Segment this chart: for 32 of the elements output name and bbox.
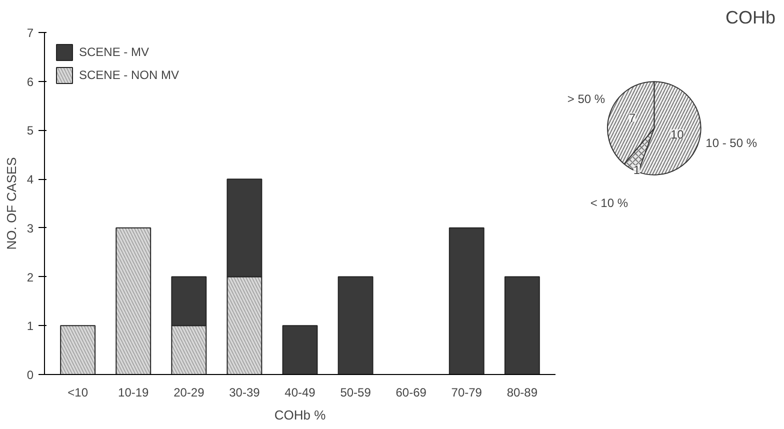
bar	[504, 276, 540, 374]
data-label: 7	[628, 110, 636, 125]
y-tick-label: 5	[26, 124, 34, 138]
data-label: 10	[670, 127, 684, 142]
chart-title: COHb	[725, 8, 776, 28]
x-axis-title: COHb %	[274, 408, 326, 422]
y-tick-label: 1	[26, 319, 34, 334]
x-tick-label: 10-19	[118, 386, 150, 400]
y-tick-label: 6	[26, 74, 34, 89]
x-tick-label: 60-69	[396, 386, 427, 400]
y-axis-title: NO. OF CASES	[4, 156, 19, 250]
x-tick-label: 80-89	[506, 386, 538, 400]
x-tick-label: 40-49	[284, 386, 316, 400]
x-tick-label: 30-39	[229, 386, 260, 400]
slice-label: < 10 %	[590, 196, 628, 210]
slice-label: > 50 %	[567, 92, 606, 106]
y-tick-label: 0	[26, 368, 34, 382]
x-tick-label: <10	[68, 386, 88, 400]
x-tick-label: 50-59	[340, 386, 372, 400]
bar	[338, 276, 374, 374]
y-tick-label: 7	[26, 26, 34, 40]
x-tick-label: 70-79	[451, 386, 482, 400]
x-tick-label: 20-29	[174, 386, 205, 400]
y-tick-label: 2	[26, 270, 34, 284]
y-tick-label: 3	[26, 221, 34, 236]
bar	[448, 227, 484, 374]
legend-label: SCENE - MV	[79, 45, 150, 59]
slice-label: 10 - 50 %	[706, 136, 758, 150]
bar	[282, 325, 318, 374]
legend-label: SCENE - NON MV	[79, 68, 180, 82]
data-label: 1	[633, 163, 640, 178]
y-tick-label: 4	[26, 172, 34, 187]
